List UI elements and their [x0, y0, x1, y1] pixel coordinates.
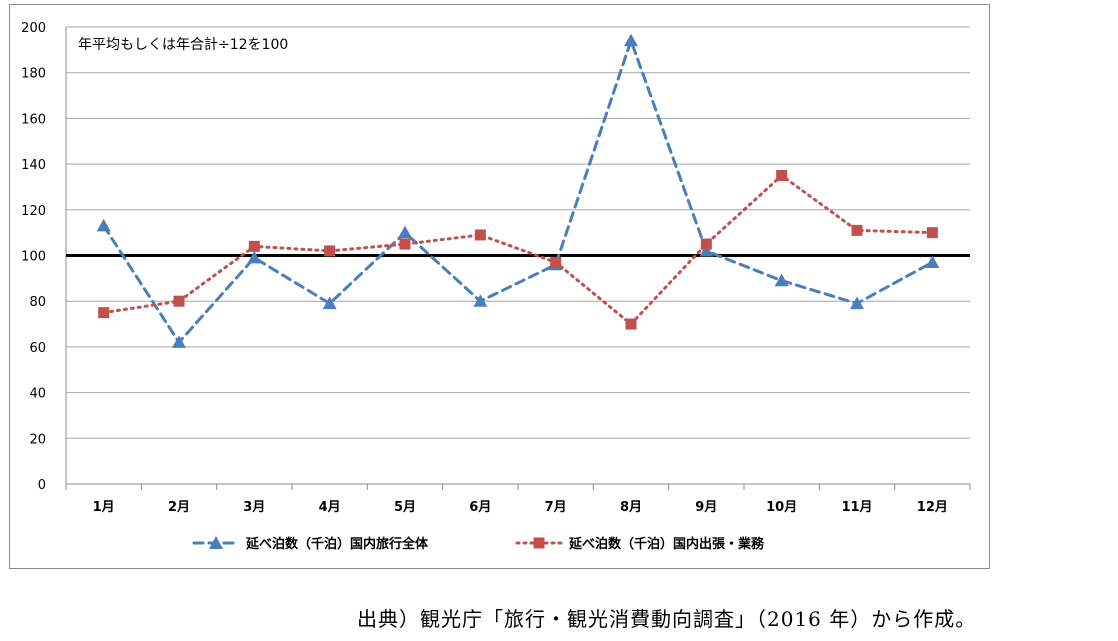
data-point-triangle	[925, 255, 940, 268]
x-tick-label: 1月	[93, 500, 115, 515]
x-tick-label: 12月	[917, 500, 948, 515]
x-tick-label: 10月	[766, 500, 797, 515]
data-point-triangle	[624, 33, 638, 47]
y-tick-label: 60	[29, 341, 46, 356]
y-tick-label: 80	[29, 295, 46, 310]
x-tick-label: 3月	[243, 500, 265, 515]
data-point-square	[98, 307, 110, 319]
data-point-triangle	[473, 294, 488, 307]
legend-marker-triangle	[209, 536, 223, 549]
legend-label-1: 延べ泊数（千泊）国内旅行全体	[245, 536, 429, 552]
data-point-square	[851, 224, 863, 236]
y-tick-label: 200	[21, 21, 46, 36]
chart-frame	[9, 4, 990, 569]
line-chart: 0 20 40 60 80 100 120 140 160 180 200 1月 2月 3月 4月 5月 6月 7…	[21, 21, 971, 552]
data-point-triangle	[850, 296, 864, 310]
x-tick-label: 9月	[695, 500, 717, 515]
source-note: 出典）観光庁「旅行・観光消費動向調査」（2016 年）から作成。	[357, 607, 977, 631]
data-point-square	[474, 229, 486, 241]
series-line-1	[102, 36, 934, 345]
data-point-square	[700, 238, 712, 250]
data-point-square	[324, 245, 336, 257]
legend-label-2: 延べ泊数（千泊）国内出張・業務	[568, 536, 765, 552]
data-point-triangle	[172, 335, 186, 348]
y-tick-label: 160	[21, 112, 46, 127]
data-point-triangle	[398, 225, 412, 239]
y-tick-label: 120	[21, 204, 46, 219]
y-tick-label: 180	[21, 67, 46, 82]
y-tick-label: 40	[29, 387, 46, 402]
data-point-square	[776, 170, 788, 182]
x-tick-label: 5月	[394, 500, 416, 515]
legend-marker-square	[533, 537, 545, 549]
y-tick-label: 140	[21, 158, 46, 173]
data-point-square	[550, 256, 562, 268]
x-tick-label: 2月	[168, 500, 190, 515]
data-point-square	[399, 238, 411, 250]
data-point-square	[625, 318, 637, 330]
x-tick-label: 6月	[469, 500, 491, 515]
data-point-triangle	[247, 250, 262, 264]
data-point-triangle	[774, 273, 789, 287]
data-point-triangle	[322, 296, 337, 310]
x-tick-label: 8月	[620, 500, 642, 515]
data-point-square	[248, 240, 260, 252]
data-point-square	[926, 227, 938, 239]
x-tick-label: 4月	[319, 500, 341, 515]
y-tick-label: 0	[38, 478, 46, 493]
x-tick-label: 11月	[841, 500, 872, 515]
data-point-triangle	[96, 218, 111, 232]
y-tick-label: 100	[21, 250, 46, 265]
data-point-triangle	[699, 243, 714, 257]
data-point-square	[173, 295, 185, 307]
x-tick-label: 7月	[545, 500, 567, 515]
y-tick-label: 20	[29, 432, 46, 447]
chart-annotation: 年平均もしくは年合計÷12を100	[78, 37, 288, 53]
series-line-2	[102, 173, 934, 327]
